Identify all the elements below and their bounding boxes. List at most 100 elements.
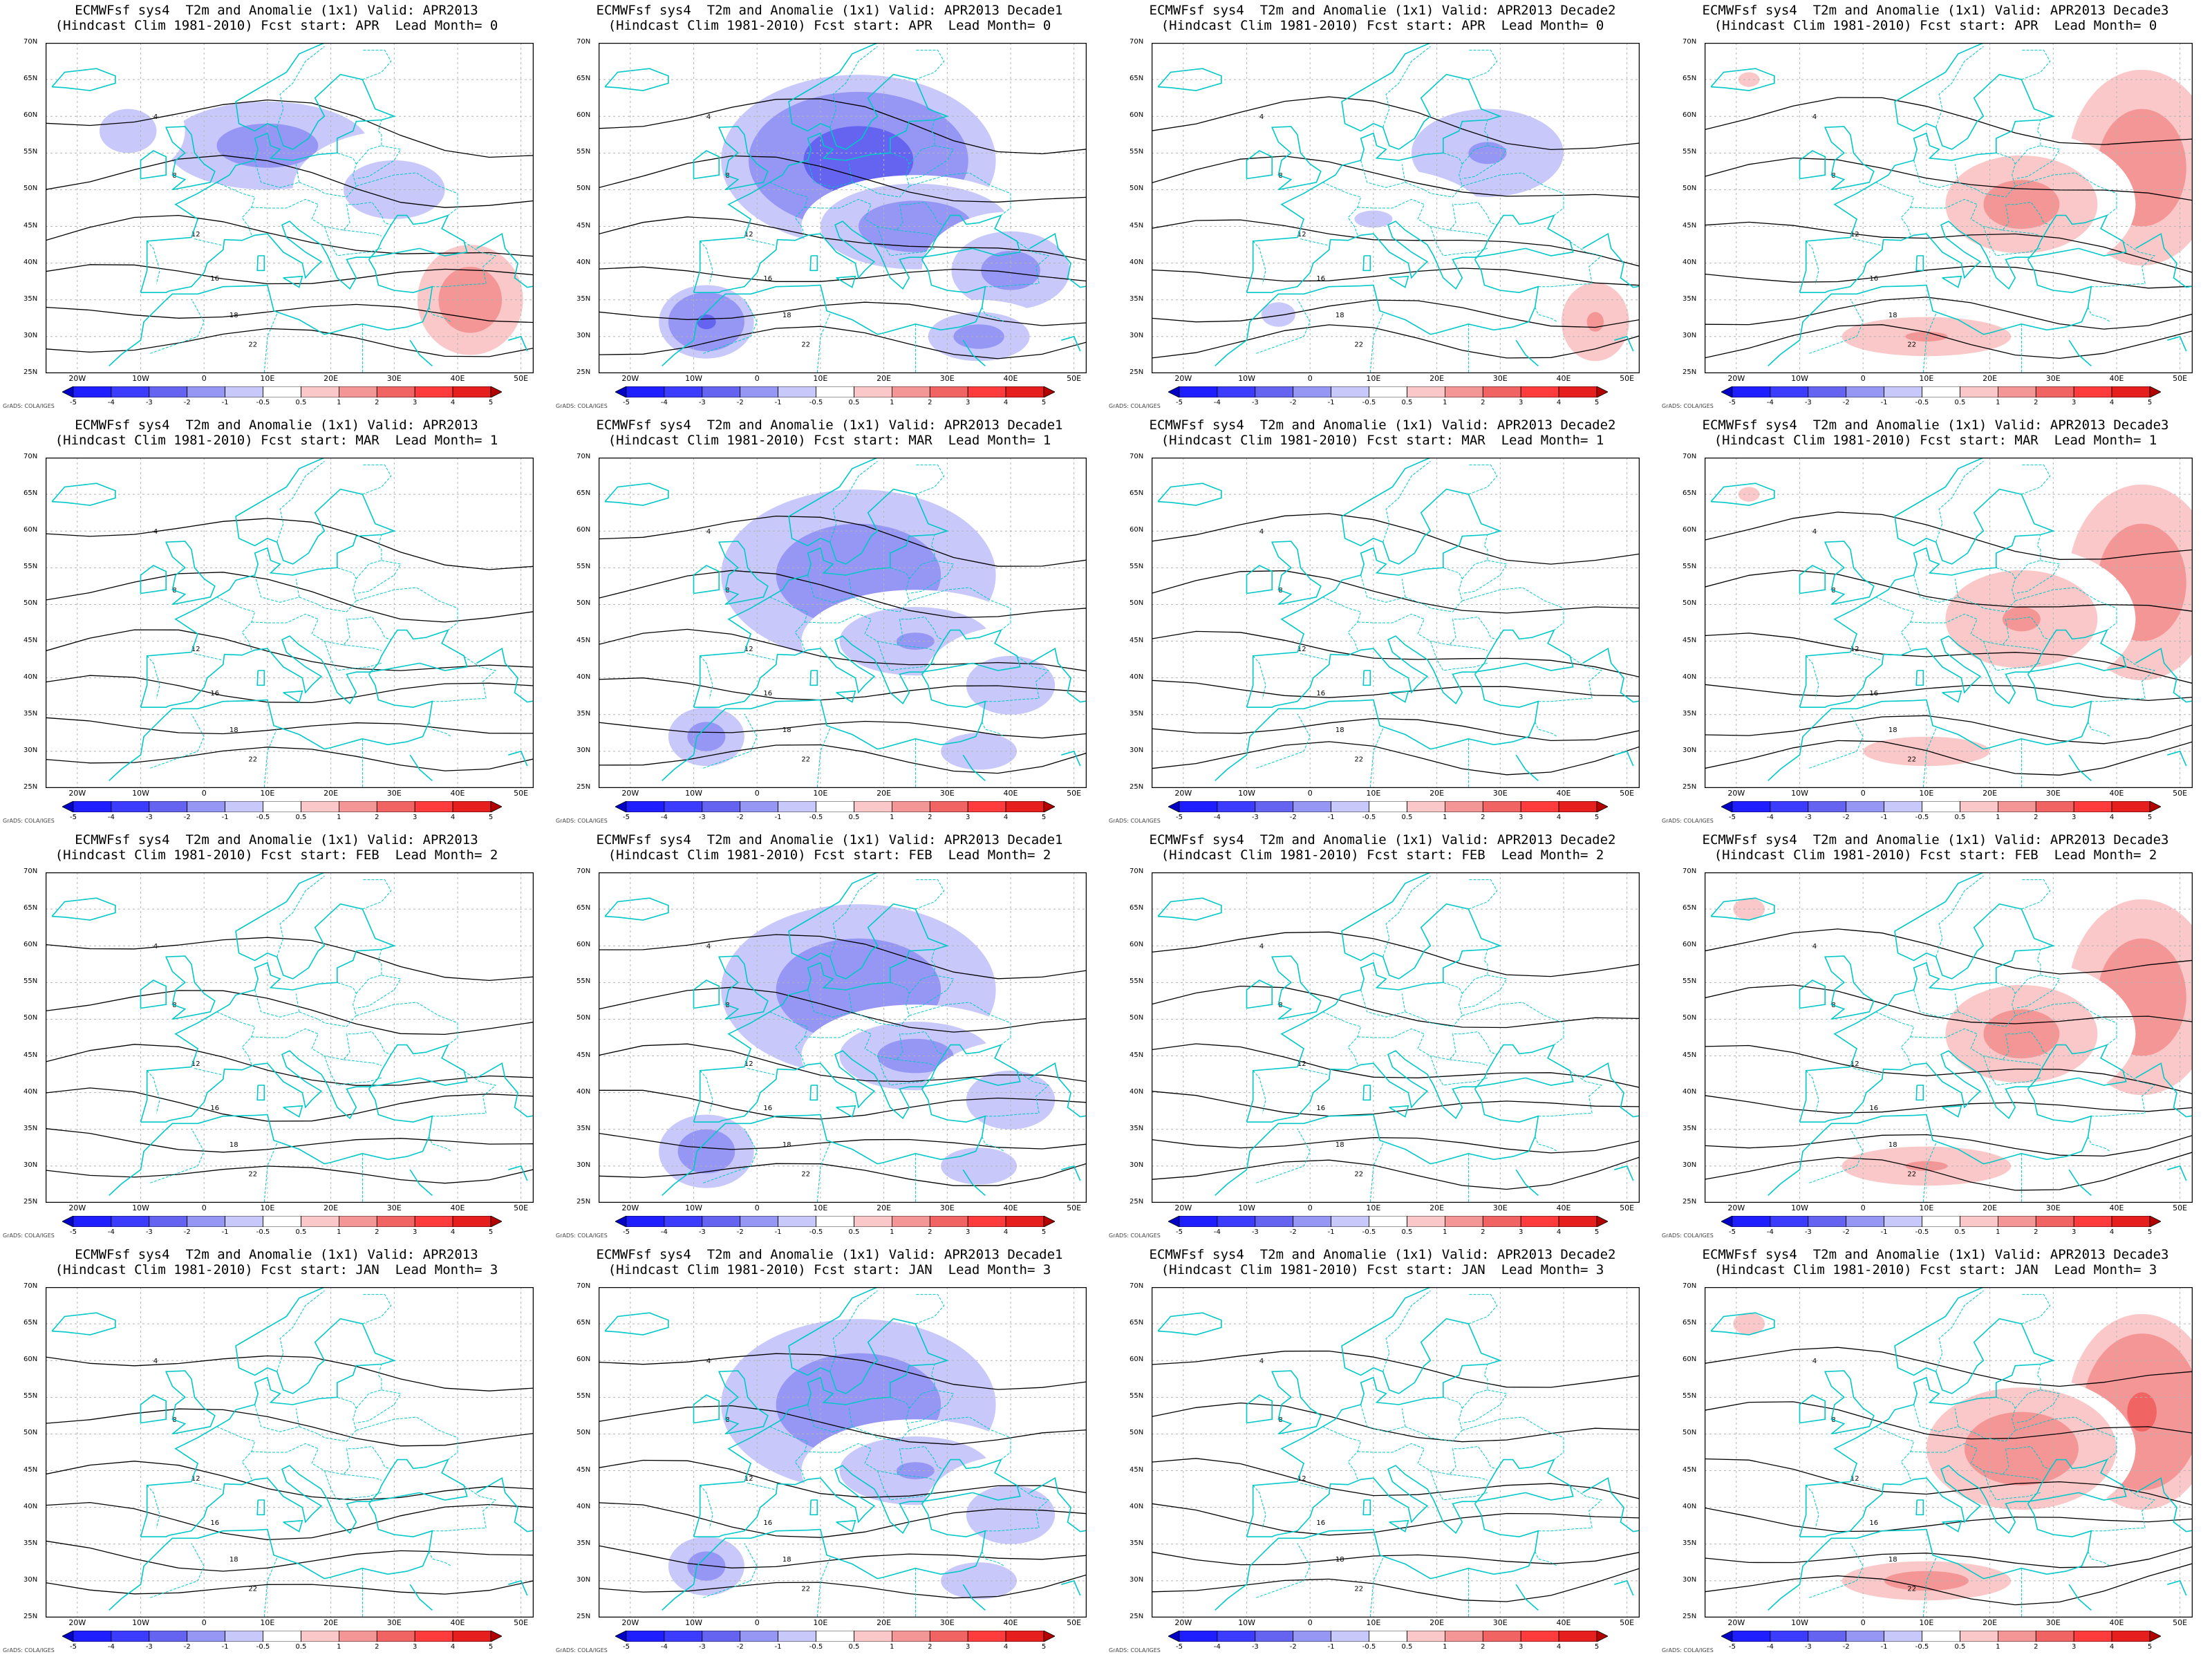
colorbar-segment [1179,1216,1218,1227]
isotherm-line [1705,297,2193,330]
coastline [2068,1169,2092,1197]
grads-credit: GrADS: COLA/IGES [3,1647,55,1653]
isotherm-line [46,264,534,285]
colorbar-tick-label: 0.5 [1401,1643,1413,1651]
coastline [51,68,116,91]
isotherm-line [599,1043,1087,1082]
colorbar-tick-label: -2 [183,814,191,821]
latitude-tick-label: 55N [24,563,38,571]
panel-title-line1: ECMWFsf sys4 T2m and Anomalie (1x1) Vali… [1149,832,1616,847]
colorbar-tick-label: -4 [660,814,668,821]
latitude-tick-label: 30N [577,331,591,339]
panel-title-line1: ECMWFsf sys4 T2m and Anomalie (1x1) Vali… [596,3,1063,18]
isotherm-label: 12 [191,1475,200,1483]
country-border [1300,1483,1329,1490]
coastline [1157,1312,1222,1335]
panel-title-line1: ECMWFsf sys4 T2m and Anomalie (1x1) Vali… [75,1247,478,1262]
coastline [283,1105,303,1118]
colorbar-segment [816,801,854,812]
graticule [46,43,534,373]
coastline [1799,1459,2127,1538]
colorbar-segment [1997,1631,2036,1642]
longitude-tick-label: 30E [2045,374,2061,383]
isotherm-line [46,1461,534,1501]
anomaly-region [896,632,935,650]
isotherm-label: 4 [706,528,711,536]
coastline [283,275,303,288]
colorbar-segment [2111,801,2150,812]
country-border [1913,989,1959,1018]
country-border [457,237,497,284]
colorbar-tick-label: 1 [337,814,341,821]
anomaly-region [966,1160,992,1172]
country-border [362,465,392,495]
country-border [432,697,487,702]
coastline [1710,482,1775,506]
coastline [962,754,986,782]
anomaly-region [118,1367,138,1383]
country-border [1936,46,1984,128]
colorbar-segment [1884,801,1922,812]
colorbar-segment [1168,1216,1180,1227]
colorbar-segment [2035,386,2074,397]
colorbar-segment [1808,1631,1847,1642]
colorbar-segment [73,1631,112,1642]
panel-title-line2: (Hindcast Clim 1981-2010) Fcst start: AP… [55,18,498,33]
country-border [1538,1112,1593,1117]
country-border [1468,50,1498,80]
anomaly-region [1270,1553,1287,1565]
colorbar-tick-label: 3 [412,814,418,821]
country-border [2116,1067,2156,1114]
country-border [254,989,300,1018]
latitude-tick-label: 60N [577,941,591,949]
panel-title-line1: ECMWFsf sys4 T2m and Anomalie (1x1) Vali… [1702,418,2169,433]
colorbar-segment [414,1631,453,1642]
isotherm-label: 18 [229,312,238,319]
anomaly-region [966,330,992,343]
coastline [140,980,167,1009]
isotherm-label: 12 [1297,1475,1306,1483]
country-border [1806,655,1819,699]
colorbar-tick-label: -2 [736,814,744,821]
colorbar-tick-label: 2 [375,1643,379,1651]
isotherm-line [46,717,534,735]
colorbar-tick-label: 5 [1041,814,1047,821]
anomaly-region [697,1144,716,1159]
isotherm-label: 22 [1907,341,1916,349]
country-border [982,1551,1005,1567]
coastline [1824,126,1875,191]
isotherm-label: 12 [1850,231,1859,238]
colorbar-segment [1293,1216,1331,1227]
country-border [1300,653,1329,661]
longitude-tick-label: 10E [260,789,275,798]
country-border [1462,1416,1564,1460]
latitude-tick-label: 65N [24,489,38,498]
colorbar-tick-label: -4 [107,814,115,821]
coastline [51,1312,116,1335]
colorbar-tick-label: 5 [2147,1228,2153,1236]
country-border [147,1485,160,1528]
panel-title-line1: ECMWFsf sys4 T2m and Anomalie (1x1) Vali… [1702,1247,2169,1262]
longitude-tick-label: 30E [386,1203,402,1212]
longitude-tick-label: 50E [2173,1618,2188,1627]
longitude-tick-label: 20E [877,789,892,798]
colorbar-tick-label: 5 [1594,1643,1600,1651]
country-border [1449,229,1488,236]
colorbar-segment [149,1216,188,1227]
isotherm-label: 18 [1888,727,1897,734]
anomaly-region [1586,727,1604,747]
isotherm-line [599,628,1087,672]
country-border [343,644,382,651]
colorbar-segment [452,801,491,812]
coastline [140,150,167,180]
colorbar-segment [1520,1631,1559,1642]
isotherm-label: 4 [706,943,711,950]
isotherm-line [1152,268,1640,286]
colorbar-segment [1596,801,1608,812]
isotherm-line [46,1087,534,1122]
latitude-tick-label: 30N [24,1575,38,1584]
colorbar-segment [490,1631,502,1642]
country-borders [147,460,497,788]
